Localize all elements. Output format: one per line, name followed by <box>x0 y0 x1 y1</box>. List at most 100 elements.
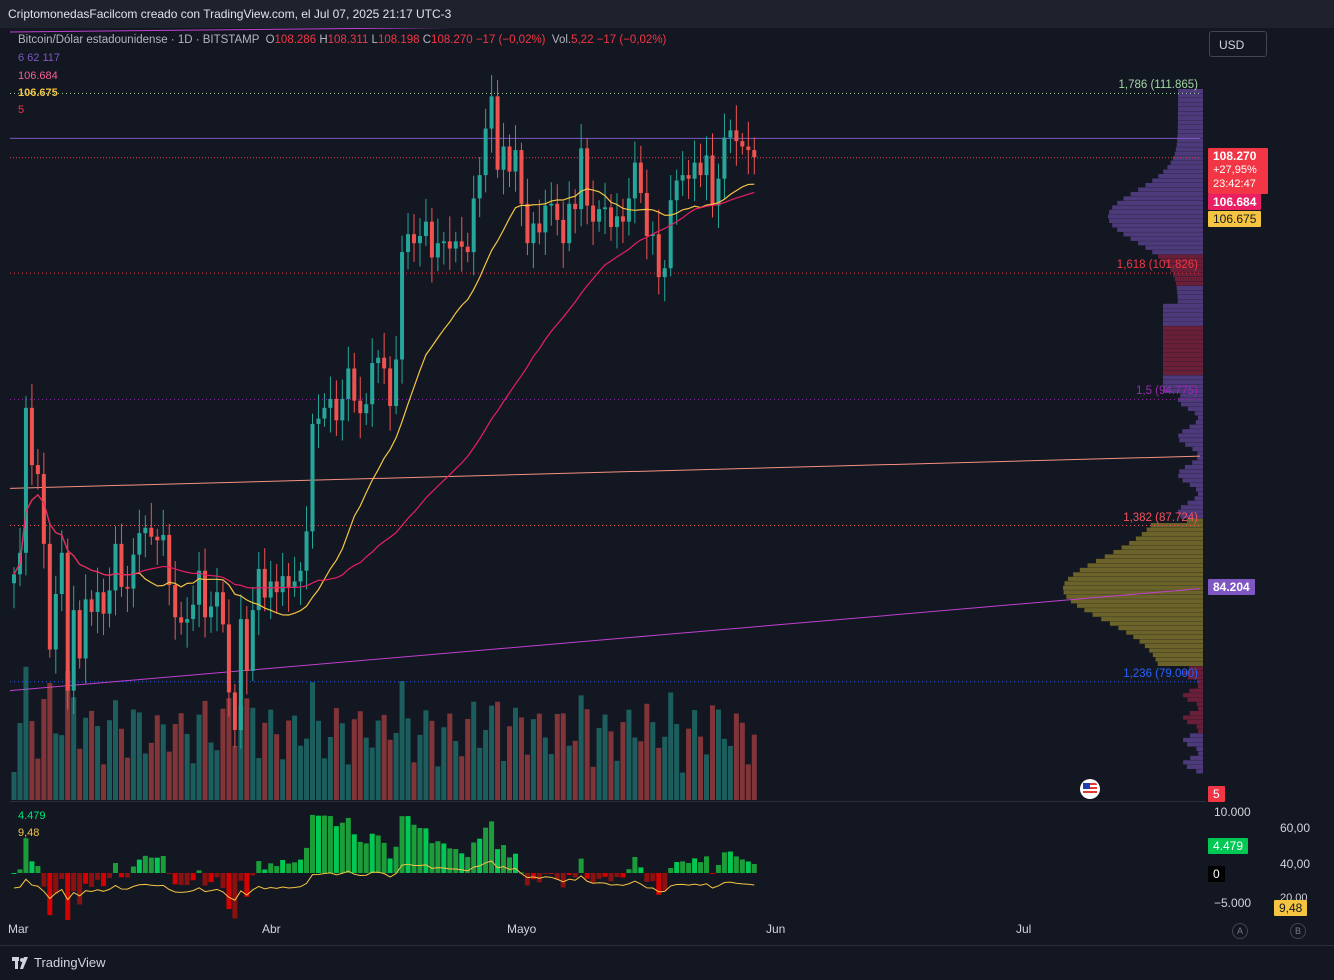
candle[interactable] <box>710 155 715 206</box>
candle[interactable] <box>364 404 369 414</box>
candle[interactable] <box>197 570 202 605</box>
candle[interactable] <box>453 241 458 249</box>
candle[interactable] <box>388 368 393 407</box>
candle[interactable] <box>244 619 249 671</box>
candle[interactable] <box>495 96 500 170</box>
candle[interactable] <box>591 205 596 222</box>
candle[interactable] <box>620 216 625 222</box>
candle[interactable] <box>531 223 536 244</box>
candle[interactable] <box>328 398 333 408</box>
candle[interactable] <box>35 465 40 475</box>
candle[interactable] <box>692 162 697 179</box>
candle[interactable] <box>286 576 291 587</box>
candle[interactable] <box>316 418 321 424</box>
candle[interactable] <box>23 407 28 553</box>
candle[interactable] <box>585 148 590 206</box>
candle[interactable] <box>137 533 142 555</box>
candle[interactable] <box>101 592 106 614</box>
candle[interactable] <box>131 554 136 589</box>
candle[interactable] <box>477 175 482 199</box>
candle[interactable] <box>203 570 208 618</box>
candle[interactable] <box>614 216 619 228</box>
candle[interactable] <box>406 234 411 253</box>
candle[interactable] <box>83 599 88 659</box>
candle[interactable] <box>310 423 315 532</box>
candle[interactable] <box>501 146 506 170</box>
log-scale-button[interactable]: B <box>1290 923 1306 939</box>
candle[interactable] <box>746 146 751 151</box>
candle[interactable] <box>674 180 679 201</box>
candle[interactable] <box>662 268 667 278</box>
candle[interactable] <box>47 543 52 650</box>
candle[interactable] <box>220 592 225 625</box>
candle[interactable] <box>65 552 70 691</box>
candle[interactable] <box>77 610 82 659</box>
candle[interactable] <box>113 543 118 591</box>
candle[interactable] <box>734 130 739 142</box>
candle[interactable] <box>704 155 709 176</box>
trend-line[interactable] <box>9 588 1201 692</box>
candle[interactable] <box>322 407 327 419</box>
candle[interactable] <box>435 243 440 258</box>
candle[interactable] <box>507 146 512 172</box>
candle[interactable] <box>352 368 357 401</box>
candle[interactable] <box>370 363 375 405</box>
candle[interactable] <box>179 617 184 623</box>
candle[interactable] <box>441 241 446 244</box>
candle[interactable] <box>638 162 643 194</box>
candle[interactable] <box>698 162 703 176</box>
candle[interactable] <box>549 203 554 206</box>
candle[interactable] <box>417 235 422 244</box>
candle[interactable] <box>471 198 476 253</box>
candle[interactable] <box>752 150 757 158</box>
candle[interactable] <box>334 398 339 421</box>
candle[interactable] <box>226 624 231 693</box>
trend-line[interactable] <box>9 455 1201 489</box>
candle[interactable] <box>292 581 297 587</box>
candle[interactable] <box>668 200 673 269</box>
candle[interactable] <box>728 130 733 138</box>
candle[interactable] <box>119 543 124 587</box>
candle[interactable] <box>543 205 548 233</box>
candle[interactable] <box>262 568 267 598</box>
candle[interactable] <box>95 592 100 612</box>
candle[interactable] <box>423 221 428 236</box>
candle[interactable] <box>459 241 464 247</box>
candle[interactable] <box>650 234 655 236</box>
candle[interactable] <box>167 534 172 586</box>
candle[interactable] <box>573 203 578 210</box>
candle[interactable] <box>185 619 190 623</box>
candle[interactable] <box>358 400 363 414</box>
candle[interactable] <box>411 234 416 244</box>
candle[interactable] <box>716 178 721 206</box>
candle[interactable] <box>41 474 46 544</box>
candle[interactable] <box>232 692 237 731</box>
candle[interactable] <box>209 606 214 618</box>
candle[interactable] <box>465 246 470 253</box>
candle[interactable] <box>125 586 130 589</box>
candle[interactable] <box>89 599 94 612</box>
candle[interactable] <box>740 141 745 147</box>
candle[interactable] <box>686 175 691 179</box>
candle[interactable] <box>603 207 608 210</box>
candle[interactable] <box>12 574 16 584</box>
auto-scale-button[interactable]: A <box>1232 923 1248 939</box>
candle[interactable] <box>376 357 381 364</box>
candle[interactable] <box>280 576 285 593</box>
candle[interactable] <box>429 221 434 258</box>
candle[interactable] <box>238 619 243 731</box>
trend-line[interactable] <box>9 28 600 33</box>
flag-us-icon[interactable] <box>1080 779 1100 799</box>
candle[interactable] <box>149 527 154 537</box>
candle[interactable] <box>29 407 34 466</box>
main-chart[interactable] <box>0 28 1334 945</box>
candle[interactable] <box>173 585 178 618</box>
candle[interactable] <box>274 581 279 593</box>
candle[interactable] <box>680 175 685 181</box>
candle[interactable] <box>250 610 255 671</box>
candle[interactable] <box>632 162 637 199</box>
candle[interactable] <box>71 610 76 691</box>
candle[interactable] <box>519 150 524 204</box>
candle[interactable] <box>489 96 494 129</box>
candle[interactable] <box>161 534 166 541</box>
